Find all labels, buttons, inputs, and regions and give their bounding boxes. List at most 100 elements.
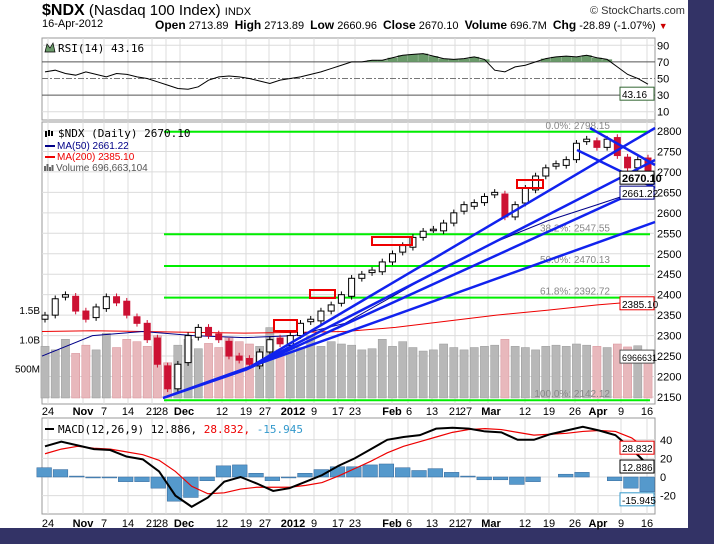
gap-box bbox=[371, 236, 413, 246]
macd-value-tag-box bbox=[619, 459, 655, 474]
macd-legend-icon bbox=[45, 428, 54, 430]
macd-histogram-bar bbox=[134, 476, 150, 482]
x-tick-label: Mar bbox=[481, 518, 501, 530]
candle-up bbox=[92, 306, 100, 319]
candle-up bbox=[429, 228, 437, 232]
volume-bar bbox=[50, 349, 60, 399]
volume-bar bbox=[81, 344, 91, 399]
volume-bar bbox=[377, 339, 387, 399]
volume-bar bbox=[459, 349, 469, 399]
trendline bbox=[244, 126, 656, 372]
volume-bar bbox=[551, 344, 561, 399]
macd-tick-label: 0 bbox=[660, 472, 666, 484]
volume-value-tag-box bbox=[619, 349, 655, 364]
volume-tick-label: 500M bbox=[15, 365, 40, 376]
gap-box bbox=[273, 319, 298, 332]
volume-bar bbox=[510, 346, 520, 399]
macd-histogram-bar bbox=[460, 475, 476, 478]
x-tick-label: 6 bbox=[406, 406, 412, 418]
volume-bar bbox=[418, 350, 428, 399]
candle-down bbox=[153, 337, 161, 365]
volume-bar bbox=[449, 347, 459, 399]
rsi-tick-label: 30 bbox=[657, 90, 669, 102]
rsi-overbought-fill bbox=[367, 53, 613, 62]
rsi-tick-label: 10 bbox=[657, 107, 669, 119]
hist-value-tag: -15.945 bbox=[622, 496, 656, 507]
x-tick-label: 23 bbox=[349, 518, 361, 530]
volume-bar bbox=[316, 346, 326, 399]
price-tick-label: 2800 bbox=[657, 126, 681, 138]
volume-bar bbox=[101, 333, 111, 399]
volume-bar bbox=[214, 347, 224, 399]
volume-bar bbox=[255, 346, 264, 399]
x-tick-label: 9 bbox=[618, 518, 624, 530]
volume-bar bbox=[602, 347, 612, 399]
candle-up bbox=[450, 212, 458, 224]
candle-down bbox=[113, 296, 121, 304]
volume-legend-icon bbox=[44, 164, 54, 171]
x-tick-label: 9 bbox=[311, 406, 317, 418]
macd-panel bbox=[36, 425, 655, 508]
chart-title: $NDX (Nasdaq 100 Index) INDX bbox=[42, 2, 251, 20]
candle-up bbox=[470, 202, 478, 207]
volume-bar bbox=[142, 346, 152, 399]
volume-bar bbox=[500, 339, 510, 399]
candle-down bbox=[164, 365, 172, 390]
volume-bar bbox=[193, 348, 203, 399]
macd-legend-name: MACD(12,26,9) 12.886, 28.832, -15.945 bbox=[58, 423, 303, 436]
price-tick-label: 2600 bbox=[657, 208, 681, 220]
symbol: $NDX bbox=[42, 2, 85, 19]
volume-bar bbox=[122, 339, 132, 399]
volume-bar bbox=[429, 349, 438, 399]
price-tick-label: 2450 bbox=[657, 269, 681, 281]
candle-up bbox=[174, 363, 182, 390]
macd-histogram-bar bbox=[395, 467, 411, 478]
volume-bar bbox=[326, 341, 336, 399]
volume-label: Volume bbox=[464, 18, 508, 32]
price-tick-label: 2650 bbox=[657, 187, 681, 199]
exchange: INDX bbox=[224, 6, 252, 18]
x-tick-label: Nov bbox=[73, 406, 95, 418]
candle-up bbox=[552, 163, 560, 167]
ma200-legend-icon bbox=[45, 156, 55, 158]
macd-legend-value: 12.886, bbox=[151, 423, 197, 436]
volume-bar bbox=[245, 343, 254, 399]
trendline bbox=[162, 220, 656, 400]
x-tick-label: 27 bbox=[460, 518, 472, 530]
candle-up bbox=[583, 138, 591, 143]
volume-bar bbox=[61, 339, 70, 399]
price-tick-label: 2400 bbox=[657, 290, 681, 302]
x-tick-label: 2012 bbox=[281, 406, 305, 418]
rsi-tick-label: 50 bbox=[657, 74, 669, 86]
candle-up bbox=[378, 261, 386, 273]
x-tick-label: 14 bbox=[122, 406, 134, 418]
macd-histogram-bar bbox=[101, 476, 117, 479]
macd-histogram-bar bbox=[558, 473, 574, 478]
macd-histogram-bar bbox=[427, 468, 443, 478]
volume-bar bbox=[265, 327, 275, 399]
macd-tick-label: 20 bbox=[660, 453, 672, 465]
trendline bbox=[244, 181, 656, 372]
candle-up bbox=[194, 326, 202, 338]
quote-date: 16-Apr-2012 bbox=[42, 18, 104, 30]
rsi-tick-label: 90 bbox=[657, 40, 669, 52]
price-tick-label: 2550 bbox=[657, 228, 681, 240]
volume-bar bbox=[388, 346, 397, 399]
macd-histogram-bar bbox=[623, 476, 639, 489]
macd-histogram-bar bbox=[118, 476, 134, 482]
macd-histogram-bar bbox=[36, 467, 52, 478]
candle-down bbox=[205, 326, 213, 337]
trendline bbox=[589, 126, 656, 167]
candle-up bbox=[491, 191, 499, 196]
candle-up bbox=[317, 310, 325, 322]
open-value: 2713.89 bbox=[188, 20, 229, 32]
x-tick-label: 6 bbox=[406, 518, 412, 530]
macd-histogram-bar bbox=[166, 476, 183, 502]
macd-histogram-bar bbox=[525, 476, 541, 482]
macd-histogram-bar bbox=[297, 473, 313, 478]
candle-down bbox=[82, 310, 90, 320]
volume-bar bbox=[613, 343, 622, 399]
macd-histogram-bar bbox=[248, 473, 264, 478]
volume-bar bbox=[40, 346, 50, 399]
x-tick-label: 7 bbox=[101, 406, 107, 418]
